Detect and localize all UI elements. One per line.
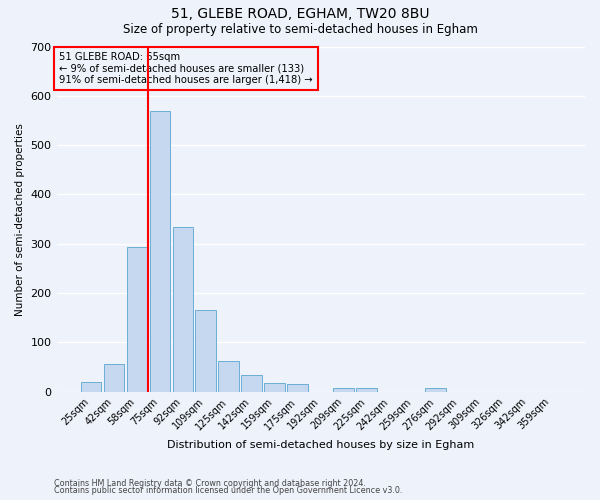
Bar xyxy=(356,388,377,392)
Bar xyxy=(80,382,101,392)
Text: 51, GLEBE ROAD, EGHAM, TW20 8BU: 51, GLEBE ROAD, EGHAM, TW20 8BU xyxy=(171,8,429,22)
Bar xyxy=(287,384,308,392)
Bar xyxy=(104,364,124,392)
X-axis label: Distribution of semi-detached houses by size in Egham: Distribution of semi-detached houses by … xyxy=(167,440,475,450)
Text: 51 GLEBE ROAD: 65sqm
← 9% of semi-detached houses are smaller (133)
91% of semi-: 51 GLEBE ROAD: 65sqm ← 9% of semi-detach… xyxy=(59,52,313,85)
Bar xyxy=(218,360,239,392)
Bar xyxy=(173,226,193,392)
Y-axis label: Number of semi-detached properties: Number of semi-detached properties xyxy=(15,122,25,316)
Bar xyxy=(196,310,216,392)
Bar xyxy=(127,247,147,392)
Bar xyxy=(425,388,446,392)
Bar xyxy=(241,374,262,392)
Bar xyxy=(334,388,354,392)
Text: Contains public sector information licensed under the Open Government Licence v3: Contains public sector information licen… xyxy=(54,486,403,495)
Text: Size of property relative to semi-detached houses in Egham: Size of property relative to semi-detach… xyxy=(122,22,478,36)
Text: Contains HM Land Registry data © Crown copyright and database right 2024.: Contains HM Land Registry data © Crown c… xyxy=(54,478,366,488)
Bar xyxy=(265,383,285,392)
Bar xyxy=(149,110,170,392)
